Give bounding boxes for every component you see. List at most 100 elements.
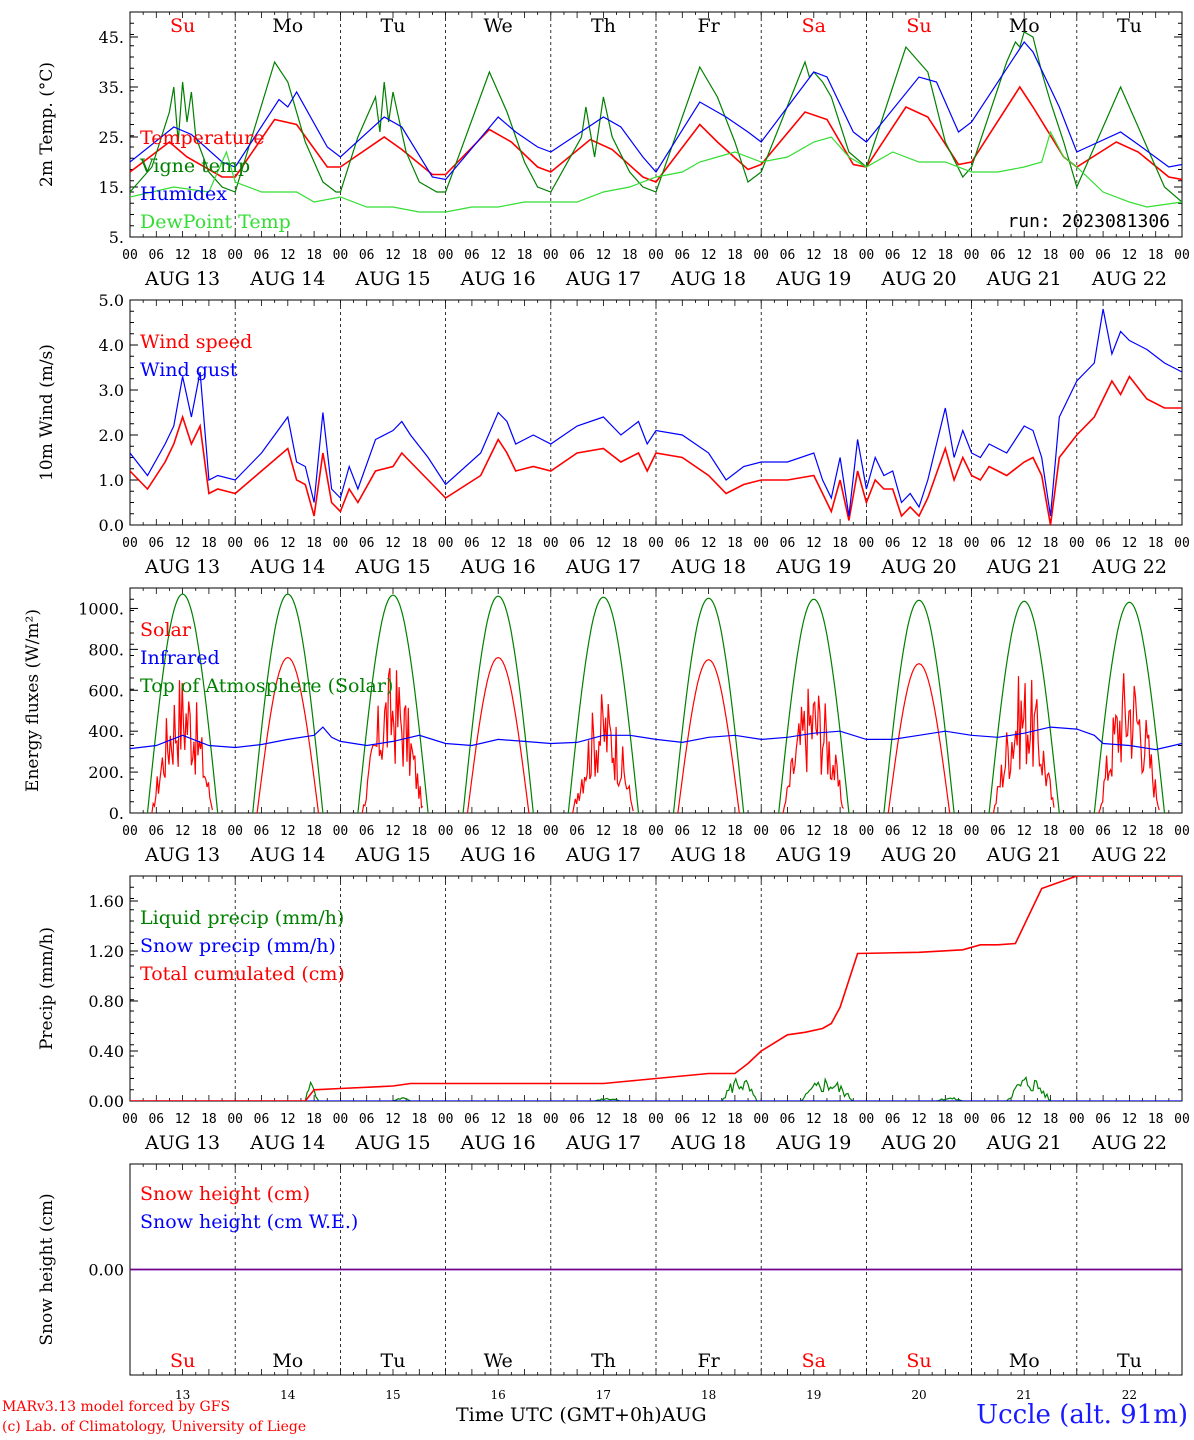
x-hour-label: 06 [990,536,1006,551]
x-hour-label: 18 [201,824,217,839]
weekday-label: Su [906,1350,931,1372]
x-date-label: AUG 14 [249,844,325,866]
x-hour-label: 06 [1095,824,1111,839]
panel-precip: 0.00 0.40 0.80 1.20 1.60 Precip (mm/h) 00 06 12 1… [37,875,1190,1154]
x-hour-label: 18 [832,1112,848,1127]
x-axis-label: Time UTC (GMT+0h) [456,1404,662,1426]
x-hour-label: 18 [1043,1112,1059,1127]
x-hour-label: 06 [254,824,270,839]
y-tick-label: 0.00 [88,1261,124,1280]
panel-temperature: 5. 15. 25. 35. 45. 2m Temp. (°C) 00 06 12 18 00 06 1… [37,11,1190,290]
x-date-label: AUG 21 [986,556,1062,578]
x-hour-label: 12 [280,1112,296,1127]
x-date-label: AUG 19 [775,268,851,290]
y-tick-label: 4.0 [99,336,124,355]
x-hour-label: 12 [385,248,401,263]
plot-frame [129,11,1183,238]
panel-wind: 0.0 1.0 2.0 3.0 4.0 5.0 10m Wind (m/s) 00 06 12 18… [37,291,1190,578]
x-hour-label: 12 [701,536,717,551]
x-hour-label: 00 [438,824,454,839]
x-hour-label: 18 [1043,248,1059,263]
x-hour-label: 00 [227,248,243,263]
x-hour-label: 06 [148,1112,164,1127]
x-hour-label: 18 [832,536,848,551]
x-hour-label: 00 [438,248,454,263]
x-date-label: AUG 17 [565,844,641,866]
x-hour-label: 18 [622,824,638,839]
weekday-label: Su [170,15,195,37]
panel-energy: 0. 200. 400. 600. 800. 1000. Energy fluxes (W/… [23,587,1190,866]
x-hour-label: 18 [727,1112,743,1127]
x-hour-label: 12 [596,536,612,551]
x-hour-label: 06 [148,536,164,551]
plot-frame [129,299,1183,526]
x-hour-label: 06 [990,248,1006,263]
x-hour-label: 00 [1069,824,1085,839]
x-hour-label: 18 [622,248,638,263]
weekday-label: Tu [381,15,406,37]
x-hour-label: 06 [885,824,901,839]
station-name: Uccle (alt. 91m) [976,1400,1188,1430]
total-cumulated-line [130,876,1182,1101]
liquid-precip-line [800,1077,854,1101]
liquid-precip-line [304,1080,320,1101]
y-tick-label: 200. [88,763,124,782]
x-hour-label: 00 [1174,248,1190,263]
x-hour-label: 06 [885,248,901,263]
x-hour-label: 12 [701,1112,717,1127]
solar-line [256,656,320,813]
x-hour-label: 18 [1148,536,1164,551]
weekday-label: Tu [1117,15,1142,37]
x-hour-label: 00 [1069,1112,1085,1127]
y-tick-label: 5. [109,228,124,247]
weekday-label: Tu [1117,1350,1142,1372]
x-hour-label: 00 [964,824,980,839]
liquid-precip-line [721,1077,758,1101]
x-hour-label: 06 [780,248,796,263]
x-hour-label: 18 [1043,824,1059,839]
x-hour-label: 18 [1148,248,1164,263]
y-tick-label: 1.20 [88,942,124,961]
x-hour-label: 06 [569,536,585,551]
x-hour-label: 06 [464,248,480,263]
x-date-label: AUG 22 [1091,1132,1167,1154]
x-date-label: AUG 15 [354,556,430,578]
toa-solar-line [567,596,640,813]
x-date-label: AUG 13 [144,1132,220,1154]
x-hour-label: 12 [175,1112,191,1127]
humidex-line [130,41,1182,181]
x-axis-month: AUG [661,1404,707,1426]
x-date-label: AUG 22 [1091,556,1167,578]
weekday-label: Tu [381,1350,406,1372]
x-axis-title: Time UTC (GMT+0h)AUG [456,1404,707,1426]
x-hour-label: 18 [411,824,427,839]
x-hour-label: 00 [333,1112,349,1127]
legend-dewpoint-temp: DewPoint Temp [140,211,291,233]
y-tick-label: 2.0 [99,426,124,445]
weekday-label: Th [591,15,616,37]
x-hour-label: 12 [701,824,717,839]
series-group [130,593,1182,813]
x-hour-label: 12 [1016,536,1032,551]
x-hour-label: 00 [964,248,980,263]
day-number: 16 [491,1388,506,1402]
y-tick-label: 3.0 [99,381,124,400]
y-tick-label: 0. [109,804,124,823]
x-hour-label: 18 [411,1112,427,1127]
x-hour-label: 06 [990,1112,1006,1127]
solar-line [992,676,1055,813]
x-hour-label: 18 [411,536,427,551]
x-hour-label: 00 [543,824,559,839]
x-hour-label: 00 [122,248,138,263]
y-tick-label: 400. [88,722,124,741]
x-hour-label: 00 [648,248,664,263]
x-date-label: AUG 22 [1091,844,1167,866]
x-hour-label: 06 [1095,248,1111,263]
solar-line [151,680,213,813]
toa-solar-line [146,593,219,813]
weekday-label: Mo [272,15,303,37]
x-hour-label: 06 [780,1112,796,1127]
x-hour-label: 12 [490,536,506,551]
credit-line-2: (c) Lab. of Climatology, University of L… [2,1419,307,1435]
